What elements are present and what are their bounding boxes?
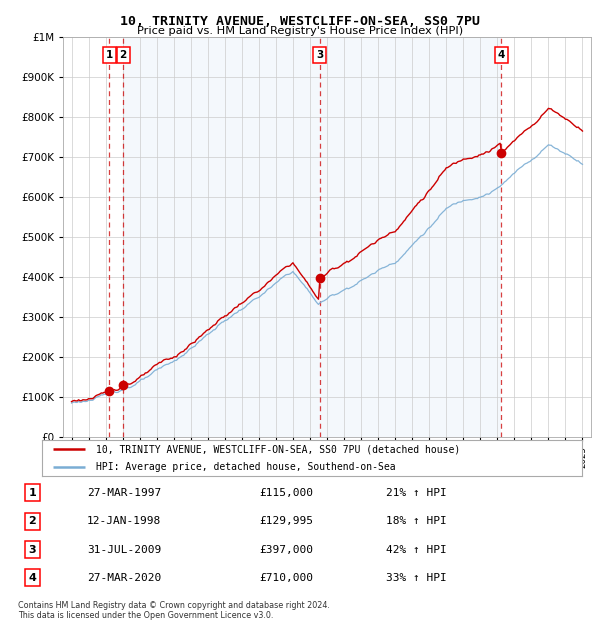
Text: 2: 2 <box>28 516 36 526</box>
Text: 3: 3 <box>316 50 323 60</box>
Text: 1: 1 <box>28 488 36 498</box>
Text: 10, TRINITY AVENUE, WESTCLIFF-ON-SEA, SS0 7PU (detached house): 10, TRINITY AVENUE, WESTCLIFF-ON-SEA, SS… <box>96 445 460 454</box>
Text: 27-MAR-2020: 27-MAR-2020 <box>87 573 161 583</box>
Text: This data is licensed under the Open Government Licence v3.0.: This data is licensed under the Open Gov… <box>18 611 274 620</box>
Text: Price paid vs. HM Land Registry's House Price Index (HPI): Price paid vs. HM Land Registry's House … <box>137 26 463 36</box>
Text: 31-JUL-2009: 31-JUL-2009 <box>87 544 161 554</box>
Text: 12-JAN-1998: 12-JAN-1998 <box>87 516 161 526</box>
Bar <box>123 37 501 437</box>
Text: 1: 1 <box>106 50 113 60</box>
Text: 10, TRINITY AVENUE, WESTCLIFF-ON-SEA, SS0 7PU: 10, TRINITY AVENUE, WESTCLIFF-ON-SEA, SS… <box>120 15 480 28</box>
Text: 4: 4 <box>28 573 36 583</box>
Text: 27-MAR-1997: 27-MAR-1997 <box>87 488 161 498</box>
Text: £115,000: £115,000 <box>260 488 314 498</box>
Text: 42% ↑ HPI: 42% ↑ HPI <box>386 544 447 554</box>
Text: £397,000: £397,000 <box>260 544 314 554</box>
Text: 21% ↑ HPI: 21% ↑ HPI <box>386 488 447 498</box>
Text: £129,995: £129,995 <box>260 516 314 526</box>
Text: 33% ↑ HPI: 33% ↑ HPI <box>386 573 447 583</box>
Text: 3: 3 <box>28 544 36 554</box>
Text: 18% ↑ HPI: 18% ↑ HPI <box>386 516 447 526</box>
Text: HPI: Average price, detached house, Southend-on-Sea: HPI: Average price, detached house, Sout… <box>96 461 395 472</box>
Text: £710,000: £710,000 <box>260 573 314 583</box>
Text: 2: 2 <box>119 50 127 60</box>
Text: 4: 4 <box>497 50 505 60</box>
Text: Contains HM Land Registry data © Crown copyright and database right 2024.: Contains HM Land Registry data © Crown c… <box>18 601 330 611</box>
